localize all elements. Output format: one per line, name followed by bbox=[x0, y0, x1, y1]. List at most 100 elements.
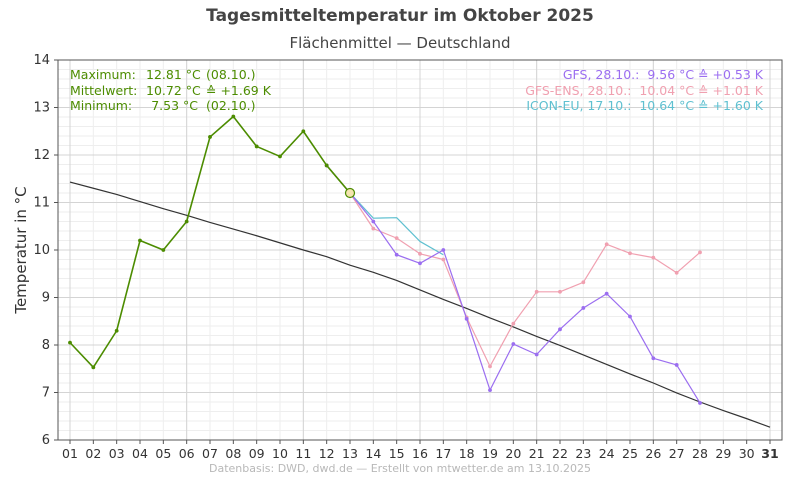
stat-max: Maximum: 12.81 °C (08.10.) bbox=[70, 67, 271, 83]
y-tick-label: 11 bbox=[33, 196, 50, 211]
x-tick-label: 06 bbox=[179, 446, 195, 461]
gfs-ens-series-point bbox=[441, 257, 446, 262]
stat-mean-anomaly: ≙ +1.69 K bbox=[206, 82, 271, 98]
x-tick-label: 03 bbox=[109, 446, 125, 461]
y-tick-label: 7 bbox=[42, 386, 50, 401]
gfs-ens-series-point bbox=[698, 250, 702, 255]
observed-series-point bbox=[138, 238, 142, 243]
observed-series-point bbox=[114, 328, 119, 333]
x-tick-label: 16 bbox=[412, 446, 428, 461]
stat-min-value: 7.53 °C bbox=[151, 98, 198, 113]
x-tick-label: 19 bbox=[482, 446, 498, 461]
y-tick-label: 13 bbox=[33, 101, 50, 116]
x-tick-label: 11 bbox=[295, 446, 311, 461]
legend-gfs: GFS, 28.10.: 9.56 °C ≙ +0.53 K bbox=[562, 67, 763, 82]
y-tick-label: 14 bbox=[33, 53, 50, 68]
y-tick-label: 8 bbox=[42, 338, 50, 353]
y-tick-label: 12 bbox=[33, 148, 50, 163]
observed-series-point bbox=[184, 219, 189, 224]
stat-max-date: (08.10.) bbox=[206, 67, 256, 82]
observed-series-point bbox=[208, 135, 212, 139]
icon-eu-series-line bbox=[326, 165, 444, 256]
gfs-ens-series-point bbox=[558, 289, 562, 294]
gfs-ens-series-point bbox=[581, 280, 586, 285]
x-tick-label: 31 bbox=[761, 446, 778, 461]
gfs-series-point bbox=[441, 248, 446, 252]
observed-series-point bbox=[231, 114, 236, 119]
x-tick-label: 18 bbox=[459, 446, 475, 461]
gfs-series-point bbox=[674, 363, 679, 367]
climatology-series-line bbox=[69, 181, 771, 428]
x-tick-label: 13 bbox=[342, 446, 358, 461]
y-tick-label: 10 bbox=[33, 243, 50, 258]
x-tick-label: 24 bbox=[599, 446, 615, 461]
x-tick-label: 04 bbox=[132, 446, 148, 461]
x-tick-label: 09 bbox=[249, 446, 265, 461]
observed-series-point bbox=[324, 163, 329, 168]
observed-series-point bbox=[161, 248, 166, 252]
stat-max-value: 12.81 °C bbox=[146, 67, 201, 82]
gfs-ens-series-point bbox=[534, 289, 539, 294]
gfs-series-point bbox=[581, 306, 586, 310]
x-tick-label: 15 bbox=[389, 446, 405, 461]
gfs-ens-series-point bbox=[511, 321, 516, 326]
gfs-series-point bbox=[418, 261, 422, 266]
data-source-note: Datenbasis: DWD, dwd.de — Erstellt von m… bbox=[208, 462, 591, 475]
gfs-series-point bbox=[604, 291, 609, 296]
gfs-series-point bbox=[651, 356, 656, 361]
x-tick-label: 27 bbox=[669, 446, 685, 461]
stat-min-label: Minimum: bbox=[70, 98, 133, 113]
x-tick-label: 21 bbox=[529, 446, 545, 461]
x-tick-label: 07 bbox=[202, 446, 218, 461]
gfs-ens-series-point bbox=[604, 242, 609, 247]
x-tick-label: 20 bbox=[505, 446, 521, 461]
stats-box: Maximum: 12.81 °C (08.10.) Mittelwert: 1… bbox=[70, 67, 271, 114]
gfs-ens-series-point bbox=[628, 251, 632, 256]
observed-series-point bbox=[68, 340, 72, 345]
x-tick-label: 14 bbox=[365, 446, 381, 461]
gfs-ens-series-point bbox=[371, 226, 376, 231]
x-tick-label: 10 bbox=[272, 446, 288, 461]
gfs-series-point bbox=[488, 388, 492, 393]
x-tick-label: 02 bbox=[85, 446, 101, 461]
chart-title: Tagesmitteltemperatur im Oktober 2025 bbox=[206, 6, 594, 26]
gfs-series-point bbox=[464, 316, 469, 321]
current-day-marker bbox=[344, 187, 356, 199]
y-tick-label: 6 bbox=[42, 433, 50, 448]
observed-series-point bbox=[278, 154, 282, 159]
gfs-series-point bbox=[534, 352, 539, 357]
legend-gfs-ens: GFS-ENS, 28.10.: 10.04 °C ≙ +1.01 K bbox=[525, 82, 763, 98]
x-tick-label: 08 bbox=[225, 446, 241, 461]
gfs-series-point bbox=[394, 252, 399, 257]
x-tick-label: 23 bbox=[575, 446, 591, 461]
x-tick-label: 30 bbox=[739, 446, 755, 461]
chart-subtitle: Flächenmittel — Deutschland bbox=[289, 34, 511, 52]
y-axis-label: Temperatur in °C bbox=[12, 186, 30, 314]
stat-mean: Mittelwert: 10.72 °C ≙ +1.69 K bbox=[70, 83, 271, 99]
x-tick-label: 12 bbox=[319, 446, 335, 461]
gfs-ens-series-point bbox=[674, 270, 679, 275]
legend-icon-eu: ICON-EU, 17.10.: 10.64 °C ≙ +1.60 K bbox=[526, 98, 763, 113]
stat-mean-label: Mittelwert: bbox=[70, 82, 138, 98]
x-tick-label: 29 bbox=[715, 446, 731, 461]
model-legend: GFS, 28.10.: 9.56 °C ≙ +0.53 K GFS-ENS, … bbox=[525, 67, 763, 114]
x-tick-label: 26 bbox=[645, 446, 661, 461]
x-tick-label: 05 bbox=[155, 446, 171, 461]
gfs-series-point bbox=[628, 314, 632, 319]
observed-series-point bbox=[301, 129, 306, 134]
gfs-ens-series-point bbox=[394, 236, 399, 241]
gfs-series-point bbox=[558, 327, 562, 332]
gfs-series-point bbox=[511, 342, 516, 346]
stat-mean-value: 10.72 °C bbox=[146, 82, 201, 98]
gfs-ens-series-point bbox=[651, 255, 656, 260]
y-tick-label: 9 bbox=[42, 291, 50, 306]
observed-series-point bbox=[254, 144, 259, 149]
x-tick-label: 22 bbox=[552, 446, 568, 461]
gfs-series-point bbox=[698, 401, 702, 405]
gfs-ens-series-point bbox=[488, 364, 492, 369]
x-tick-label: 01 bbox=[62, 446, 78, 461]
x-tick-label: 28 bbox=[692, 446, 708, 461]
stat-min-date: (02.10.) bbox=[206, 98, 256, 113]
gfs-series-point bbox=[371, 219, 376, 224]
